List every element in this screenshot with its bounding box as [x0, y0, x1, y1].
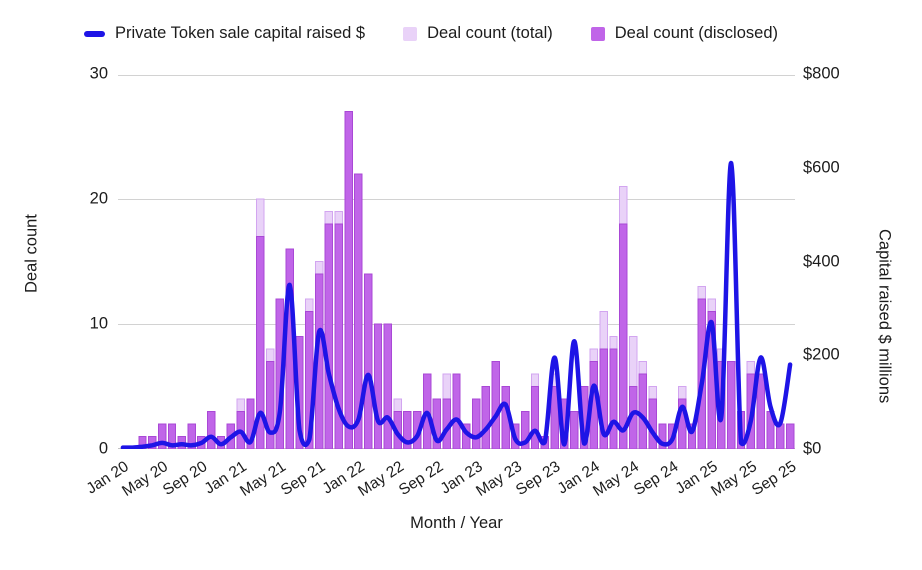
- legend-label: Private Token sale capital raised $: [115, 24, 366, 42]
- bar: [776, 423, 785, 450]
- x-axis-tick-label: Sep 22: [395, 458, 447, 500]
- bar: [530, 386, 540, 450]
- bar: [481, 386, 491, 450]
- right-axis-tick-label: $200: [803, 345, 840, 364]
- legend-label: Deal count (total): [427, 24, 553, 42]
- chart-legend: Private Token sale capital raised $ Deal…: [84, 24, 778, 43]
- bar: [471, 398, 481, 450]
- bar: [609, 348, 618, 450]
- bar: [727, 361, 736, 450]
- bar: [383, 323, 393, 450]
- bar-disclosed-swatch-icon: [590, 26, 605, 41]
- legend-item-capital-raised: Private Token sale capital raised $: [84, 24, 365, 43]
- right-axis-tick-label: $600: [803, 158, 840, 177]
- x-axis-tick-label: Sep 21: [277, 458, 329, 500]
- bar: [638, 373, 648, 450]
- x-axis-tick-label: Sep 25: [748, 458, 800, 500]
- right-axis-tick-label: $800: [803, 64, 840, 83]
- combo-chart-canvas: [118, 75, 795, 450]
- bar: [285, 248, 294, 450]
- legend-label: Deal count (disclosed): [614, 24, 778, 42]
- right-axis-title: Capital raised $ millions: [875, 229, 894, 404]
- right-axis-tick-label: $400: [803, 252, 840, 270]
- left-axis-title: Deal count: [22, 214, 41, 293]
- x-axis-tick-label: Sep 20: [160, 458, 211, 500]
- capital-raised-line: [120, 160, 793, 450]
- bar: [452, 373, 461, 450]
- bar: [619, 223, 628, 450]
- left-axis-tick-label: 0: [98, 439, 108, 458]
- bar: [570, 411, 579, 450]
- bar: [265, 361, 275, 450]
- right-axis-tick-label: $0: [803, 439, 822, 458]
- bar: [648, 398, 657, 450]
- bar: [373, 323, 383, 450]
- bar: [785, 423, 795, 450]
- left-axis-tick-label: 10: [89, 314, 108, 333]
- bar: [491, 361, 500, 450]
- bar: [363, 273, 373, 450]
- x-axis-tick-label: Sep 23: [513, 458, 564, 500]
- bar: [756, 373, 765, 450]
- bar: [324, 223, 334, 450]
- x-axis-title: Month / Year: [410, 514, 503, 532]
- legend-item-deal-count-disclosed: Deal count (disclosed): [590, 24, 778, 43]
- line-series-swatch-icon: [84, 30, 105, 37]
- plot-area: [118, 74, 795, 450]
- bar-total-swatch-icon: [403, 26, 418, 41]
- bar: [207, 411, 216, 450]
- legend-item-deal-count-total: Deal count (total): [403, 24, 553, 43]
- bar: [344, 111, 353, 450]
- left-axis-tick-label: 20: [89, 189, 108, 208]
- left-axis-tick-label: 30: [89, 64, 108, 83]
- x-axis-tick-label: Sep 24: [631, 458, 682, 500]
